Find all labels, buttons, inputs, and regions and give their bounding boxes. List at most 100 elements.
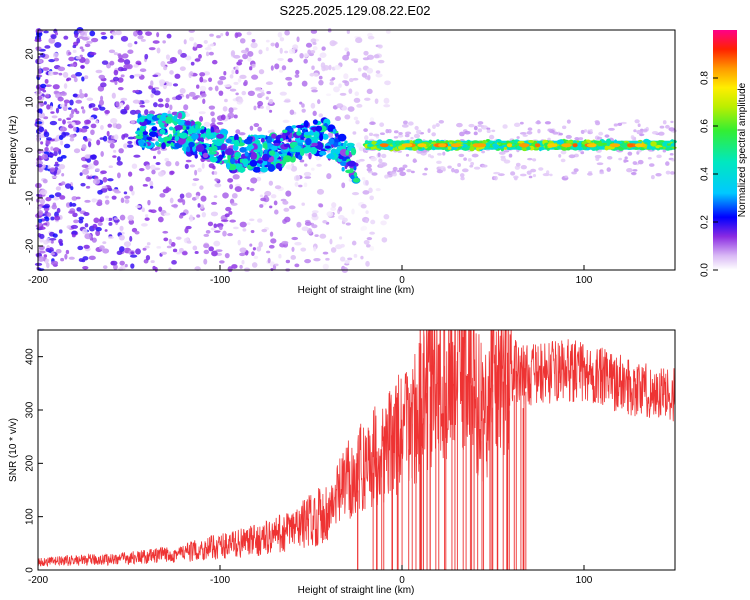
- signal-blob: [259, 166, 269, 173]
- noise-speckle: [463, 157, 467, 161]
- noise-speckle: [270, 238, 277, 244]
- noise-speckle: [120, 108, 128, 115]
- noise-speckle: [316, 163, 322, 167]
- noise-speckle: [235, 129, 241, 135]
- noise-speckle: [304, 259, 312, 264]
- noise-speckle: [636, 129, 642, 135]
- noise-speckle: [36, 163, 43, 168]
- noise-speckle: [45, 94, 50, 98]
- noise-speckle: [105, 217, 110, 221]
- noise-speckle: [237, 77, 242, 83]
- noise-speckle: [44, 45, 51, 49]
- noise-speckle: [451, 167, 455, 173]
- noise-speckle: [241, 260, 245, 265]
- noise-speckle: [49, 167, 56, 173]
- noise-speckle: [236, 61, 243, 66]
- noise-speckle: [62, 71, 69, 78]
- colorbar-ticks: 0.0 0.2 0.4 0.6 0.8: [700, 71, 718, 277]
- noise-speckle: [519, 132, 527, 135]
- noise-speckle: [379, 132, 385, 136]
- noise-speckle: [225, 206, 232, 212]
- noise-speckle: [63, 35, 69, 40]
- noise-speckle: [253, 255, 259, 259]
- spectral-line-peak: [472, 143, 480, 148]
- noise-speckle: [74, 33, 79, 38]
- noise-speckle: [123, 133, 129, 138]
- noise-speckle: [608, 127, 615, 131]
- noise-speckle: [112, 155, 117, 158]
- noise-speckle: [552, 131, 559, 135]
- noise-speckle: [344, 114, 351, 120]
- noise-speckle: [377, 44, 383, 49]
- noise-speckle: [325, 257, 330, 261]
- noise-speckle: [670, 171, 675, 175]
- noise-speckle: [431, 132, 436, 137]
- noise-speckle: [170, 242, 176, 247]
- noise-speckle: [238, 132, 246, 136]
- noise-speckle: [317, 57, 322, 62]
- noise-speckle: [149, 185, 154, 189]
- noise-speckle: [303, 52, 309, 58]
- noise-speckle: [250, 229, 255, 234]
- noise-speckle: [39, 250, 46, 254]
- noise-speckle: [133, 154, 141, 158]
- noise-speckle: [64, 102, 68, 107]
- noise-speckle: [294, 241, 302, 246]
- noise-speckle: [44, 147, 49, 152]
- noise-speckle: [181, 251, 188, 256]
- noise-speckle: [345, 222, 351, 226]
- noise-speckle: [125, 104, 130, 111]
- noise-speckle: [42, 179, 48, 184]
- noise-speckle: [189, 164, 196, 168]
- noise-speckle: [310, 29, 318, 34]
- noise-speckle: [442, 151, 446, 156]
- noise-speckle: [301, 80, 308, 87]
- noise-speckle: [127, 140, 133, 145]
- noise-speckle: [133, 73, 142, 77]
- noise-speckle: [262, 202, 267, 206]
- noise-speckle: [54, 215, 61, 221]
- noise-speckle: [366, 67, 374, 74]
- noise-speckle: [184, 227, 189, 234]
- noise-speckle: [283, 99, 291, 103]
- noise-speckle: [343, 73, 349, 80]
- noise-speckle: [459, 173, 465, 178]
- noise-speckle: [307, 49, 312, 55]
- noise-speckle: [510, 171, 516, 176]
- noise-speckle: [218, 225, 223, 231]
- noise-speckle: [617, 122, 623, 127]
- noise-speckle: [269, 205, 273, 209]
- noise-speckle: [54, 161, 59, 165]
- noise-speckle: [595, 156, 600, 161]
- noise-speckle: [80, 106, 84, 110]
- noise-speckle: [329, 81, 334, 86]
- noise-speckle: [131, 163, 138, 169]
- noise-speckle: [632, 161, 638, 165]
- noise-speckle: [84, 75, 89, 80]
- signal-blob: [327, 153, 335, 158]
- noise-speckle: [205, 51, 210, 57]
- noise-speckle: [128, 219, 135, 225]
- noise-speckle: [185, 159, 192, 163]
- noise-speckle: [111, 92, 116, 99]
- signal-blob: [328, 138, 335, 145]
- noise-speckle: [34, 262, 43, 266]
- noise-speckle: [618, 157, 623, 161]
- signal-blob: [221, 150, 225, 158]
- colorbar-tick-label: 0.6: [700, 119, 711, 133]
- noise-speckle: [316, 188, 325, 195]
- noise-speckle: [358, 146, 364, 152]
- noise-speckle: [40, 83, 47, 89]
- signal-blob: [188, 130, 193, 135]
- noise-speckle: [331, 202, 337, 208]
- noise-speckle: [340, 243, 345, 248]
- noise-speckle: [119, 225, 124, 232]
- noise-speckle: [145, 31, 153, 36]
- noise-speckle: [87, 163, 95, 170]
- noise-speckle: [87, 141, 92, 148]
- noise-speckle: [230, 50, 236, 57]
- noise-speckle: [203, 233, 210, 237]
- noise-speckle: [38, 226, 46, 230]
- spectral-line-blob: [517, 140, 525, 144]
- noise-speckle: [381, 153, 387, 159]
